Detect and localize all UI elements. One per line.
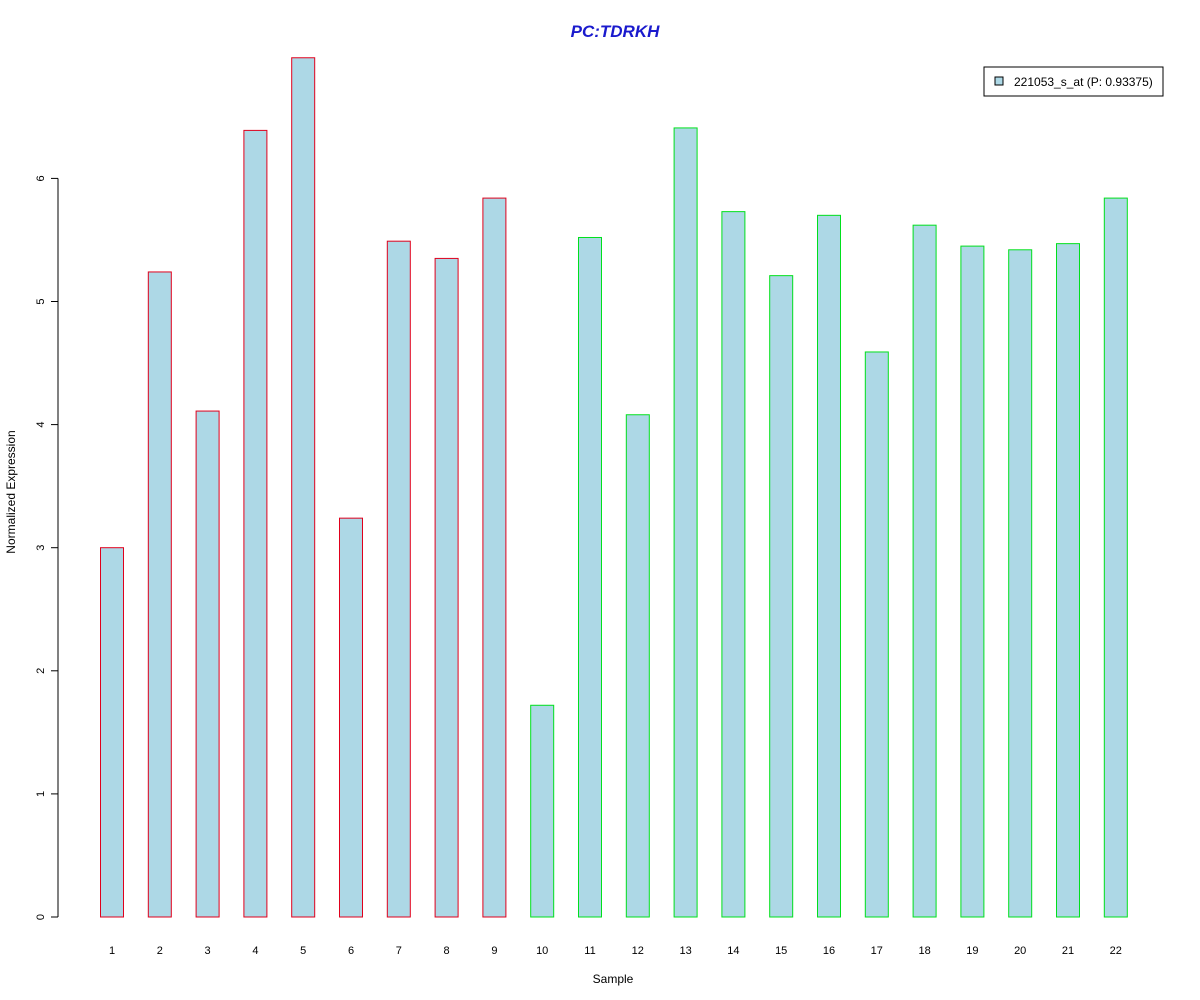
y-axis-label: Normalized Expression xyxy=(4,430,18,553)
bar-sample-18 xyxy=(912,224,937,918)
x-tick-label: 7 xyxy=(396,945,402,957)
x-tick-label: 13 xyxy=(679,945,691,957)
bar-sample-19 xyxy=(960,245,985,918)
y-tick-label: 6 xyxy=(35,175,47,181)
x-tick-label: 15 xyxy=(775,945,787,957)
x-tick-label: 4 xyxy=(252,945,258,957)
x-tick-label: 21 xyxy=(1062,945,1074,957)
x-tick-label: 22 xyxy=(1110,945,1122,957)
x-tick-label: 10 xyxy=(536,945,548,957)
y-tick-label: 2 xyxy=(35,668,47,674)
x-axis-label: Sample xyxy=(593,972,634,986)
bar-sample-17 xyxy=(864,351,889,918)
bar-sample-4 xyxy=(243,129,268,918)
x-tick-label: 9 xyxy=(491,945,497,957)
y-tick-label: 0 xyxy=(35,914,47,920)
chart-title: PC:TDRKH xyxy=(571,22,660,41)
bar-sample-13 xyxy=(673,127,698,918)
x-tick-label: 2 xyxy=(157,945,163,957)
x-tick-label: 5 xyxy=(300,945,306,957)
x-tick-label: 12 xyxy=(632,945,644,957)
x-tick-label: 6 xyxy=(348,945,354,957)
y-axis: 0 1 2 3 4 5 6 xyxy=(35,175,59,920)
bar-sample-1 xyxy=(100,547,124,918)
bar-sample-15 xyxy=(769,275,794,918)
bars xyxy=(100,57,1128,918)
x-tick-label: 16 xyxy=(823,945,835,957)
bar-sample-2 xyxy=(147,271,172,918)
y-tick-label: 4 xyxy=(35,422,47,428)
bar-sample-21 xyxy=(1056,243,1080,918)
legend-box xyxy=(983,66,1164,97)
bar-sample-12 xyxy=(625,414,650,918)
y-tick-label: 3 xyxy=(35,545,47,551)
y-tick-label: 5 xyxy=(35,298,47,304)
x-tick-label: 19 xyxy=(966,945,978,957)
bar-sample-16 xyxy=(817,214,841,918)
y-tick-label: 1 xyxy=(35,791,47,797)
x-tick-label: 1 xyxy=(109,945,115,957)
x-tick-label: 8 xyxy=(444,945,450,957)
bar-sample-6 xyxy=(339,517,363,918)
x-tick-labels: 1 2 3 4 5 6 7 8 9 10 11 12 13 14 15 16 17 18 19 20 21 22 xyxy=(109,945,1122,957)
bar-sample-10 xyxy=(530,704,555,918)
legend-swatch xyxy=(994,76,1004,86)
bar-sample-3 xyxy=(195,410,220,918)
x-tick-label: 11 xyxy=(584,945,595,957)
bar-sample-20 xyxy=(1008,249,1033,918)
bar-sample-11 xyxy=(578,236,602,918)
legend: 221053_s_at (P: 0.93375) xyxy=(983,66,1164,97)
legend-entry: 221053_s_at (P: 0.93375) xyxy=(1014,75,1153,89)
x-tick-label: 3 xyxy=(205,945,211,957)
bar-sample-8 xyxy=(434,257,459,918)
bar-sample-22 xyxy=(1103,197,1128,918)
x-tick-label: 14 xyxy=(727,945,739,957)
bar-sample-5 xyxy=(291,57,316,918)
bar-sample-7 xyxy=(386,240,411,918)
x-tick-label: 20 xyxy=(1014,945,1026,957)
x-tick-label: 18 xyxy=(918,945,930,957)
bar-sample-9 xyxy=(482,197,507,918)
x-tick-label: 17 xyxy=(871,945,883,957)
bar-sample-14 xyxy=(721,211,746,918)
